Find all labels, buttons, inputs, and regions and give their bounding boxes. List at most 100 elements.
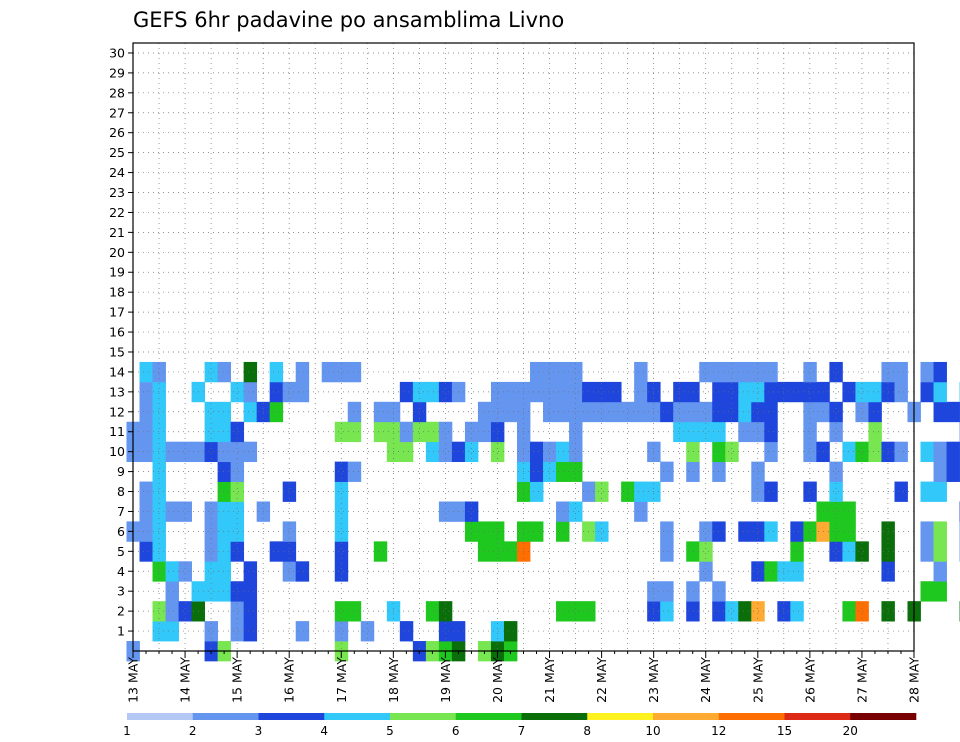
x-tick-label: 22 MAY [594,657,609,703]
heatmap-cell [347,421,362,443]
heatmap-cell [165,501,179,522]
heatmap-cell [686,461,700,482]
heatmap-cell [699,521,713,542]
heatmap-cell [556,381,570,403]
heatmap-cell [269,361,284,383]
y-tick-label: 3 [117,584,125,599]
heatmap-cell [152,501,166,522]
heatmap-cell [152,621,166,642]
y-tick-label: 23 [109,185,125,200]
heatmap-cell [933,381,947,403]
heatmap-cell [803,441,817,463]
heatmap-cell [530,461,544,482]
y-tick-label: 15 [109,344,125,359]
heatmap-cell [686,441,700,463]
heatmap-cell [530,521,544,542]
heatmap-cell [139,381,153,403]
heatmap-cell [569,421,583,443]
heatmap-cell [933,541,947,562]
heatmap-cell [503,401,518,423]
heatmap-cell [868,381,882,403]
heatmap-cell [399,621,414,642]
heatmap-cell [425,421,440,443]
heatmap-cell [595,401,609,423]
heatmap-cell [569,461,583,482]
heatmap-cell [725,601,739,622]
heatmap-cell [738,401,752,423]
y-tick-label: 9 [117,464,125,479]
heatmap-cell [204,361,219,383]
heatmap-cell [373,401,388,423]
dotted-grid [133,43,914,651]
heatmap-cell [556,401,570,423]
heatmap-cell [660,461,674,482]
colorbar-swatch [258,713,325,720]
heatmap-cell [204,621,219,642]
heatmap-cell [660,601,674,622]
heatmap-cell [738,361,752,383]
heatmap-cell [660,401,674,423]
y-tick-label: 29 [109,65,125,80]
heatmap-cell [556,521,570,542]
heatmap-cell [803,401,817,423]
heatmap-cell [217,561,232,582]
heatmap-cell [178,441,192,463]
x-tick-label: 13 MAY [126,657,141,703]
heatmap-cell [334,601,349,622]
heatmap-cell [217,481,232,502]
heatmap-cell [842,541,856,562]
heatmap-cell [920,441,934,463]
heatmap-cell [295,621,310,642]
heatmap-cell [243,601,258,622]
heatmap-cell [933,361,947,383]
heatmap-cell [165,581,179,602]
heatmap-cell [543,361,557,383]
heatmap-cell [490,621,505,642]
heatmap-cell [946,401,960,423]
x-tick-label: 28 MAY [907,657,922,703]
heatmap-cell [803,521,817,542]
heatmap-cell [699,421,713,443]
heatmap-cell [152,541,166,562]
heatmap-cell [347,601,362,622]
y-tick-label: 26 [109,125,125,140]
heatmap-cell [347,461,362,482]
heatmap-cell [829,501,843,522]
heatmap-cell [829,481,843,502]
heatmap-cell [855,441,869,463]
x-tick-label: 19 MAY [438,657,453,703]
heatmap-cell [673,401,687,423]
heatmap-cell [673,421,687,443]
x-tick-label: 24 MAY [698,657,713,703]
colorbar-swatch [390,713,457,720]
heatmap-cell [139,361,153,383]
heatmap-cell [842,381,856,403]
y-tick-label: 7 [117,504,125,519]
heatmap-cell [334,501,349,522]
heatmap-cell [790,561,804,582]
heatmap-cell [334,561,349,582]
heatmap-cell [243,561,258,582]
heatmap-cell [152,401,166,423]
heatmap-cell [829,461,843,482]
heatmap-cell [412,421,427,443]
y-tick-label: 12 [109,404,125,419]
colorbar-swatch [587,713,654,720]
heatmap-cell [764,561,778,582]
heatmap-cell [868,421,882,443]
heatmap-cell [438,441,453,463]
heatmap-cell [399,441,414,463]
heatmap-cell [686,401,700,423]
x-tick-label: 20 MAY [490,657,505,703]
y-axis: 1234567891011121314151617181920212223242… [109,45,133,639]
heatmap-cell [269,541,284,562]
heatmap-cell [490,421,505,443]
heatmap-cell [243,441,258,463]
colorbar-label: 15 [777,724,792,738]
y-tick-label: 13 [109,384,125,399]
heatmap-cell [295,561,310,582]
heatmap-cell [165,561,179,582]
colorbar-swatch [850,713,917,720]
heatmap-cell [699,361,713,383]
